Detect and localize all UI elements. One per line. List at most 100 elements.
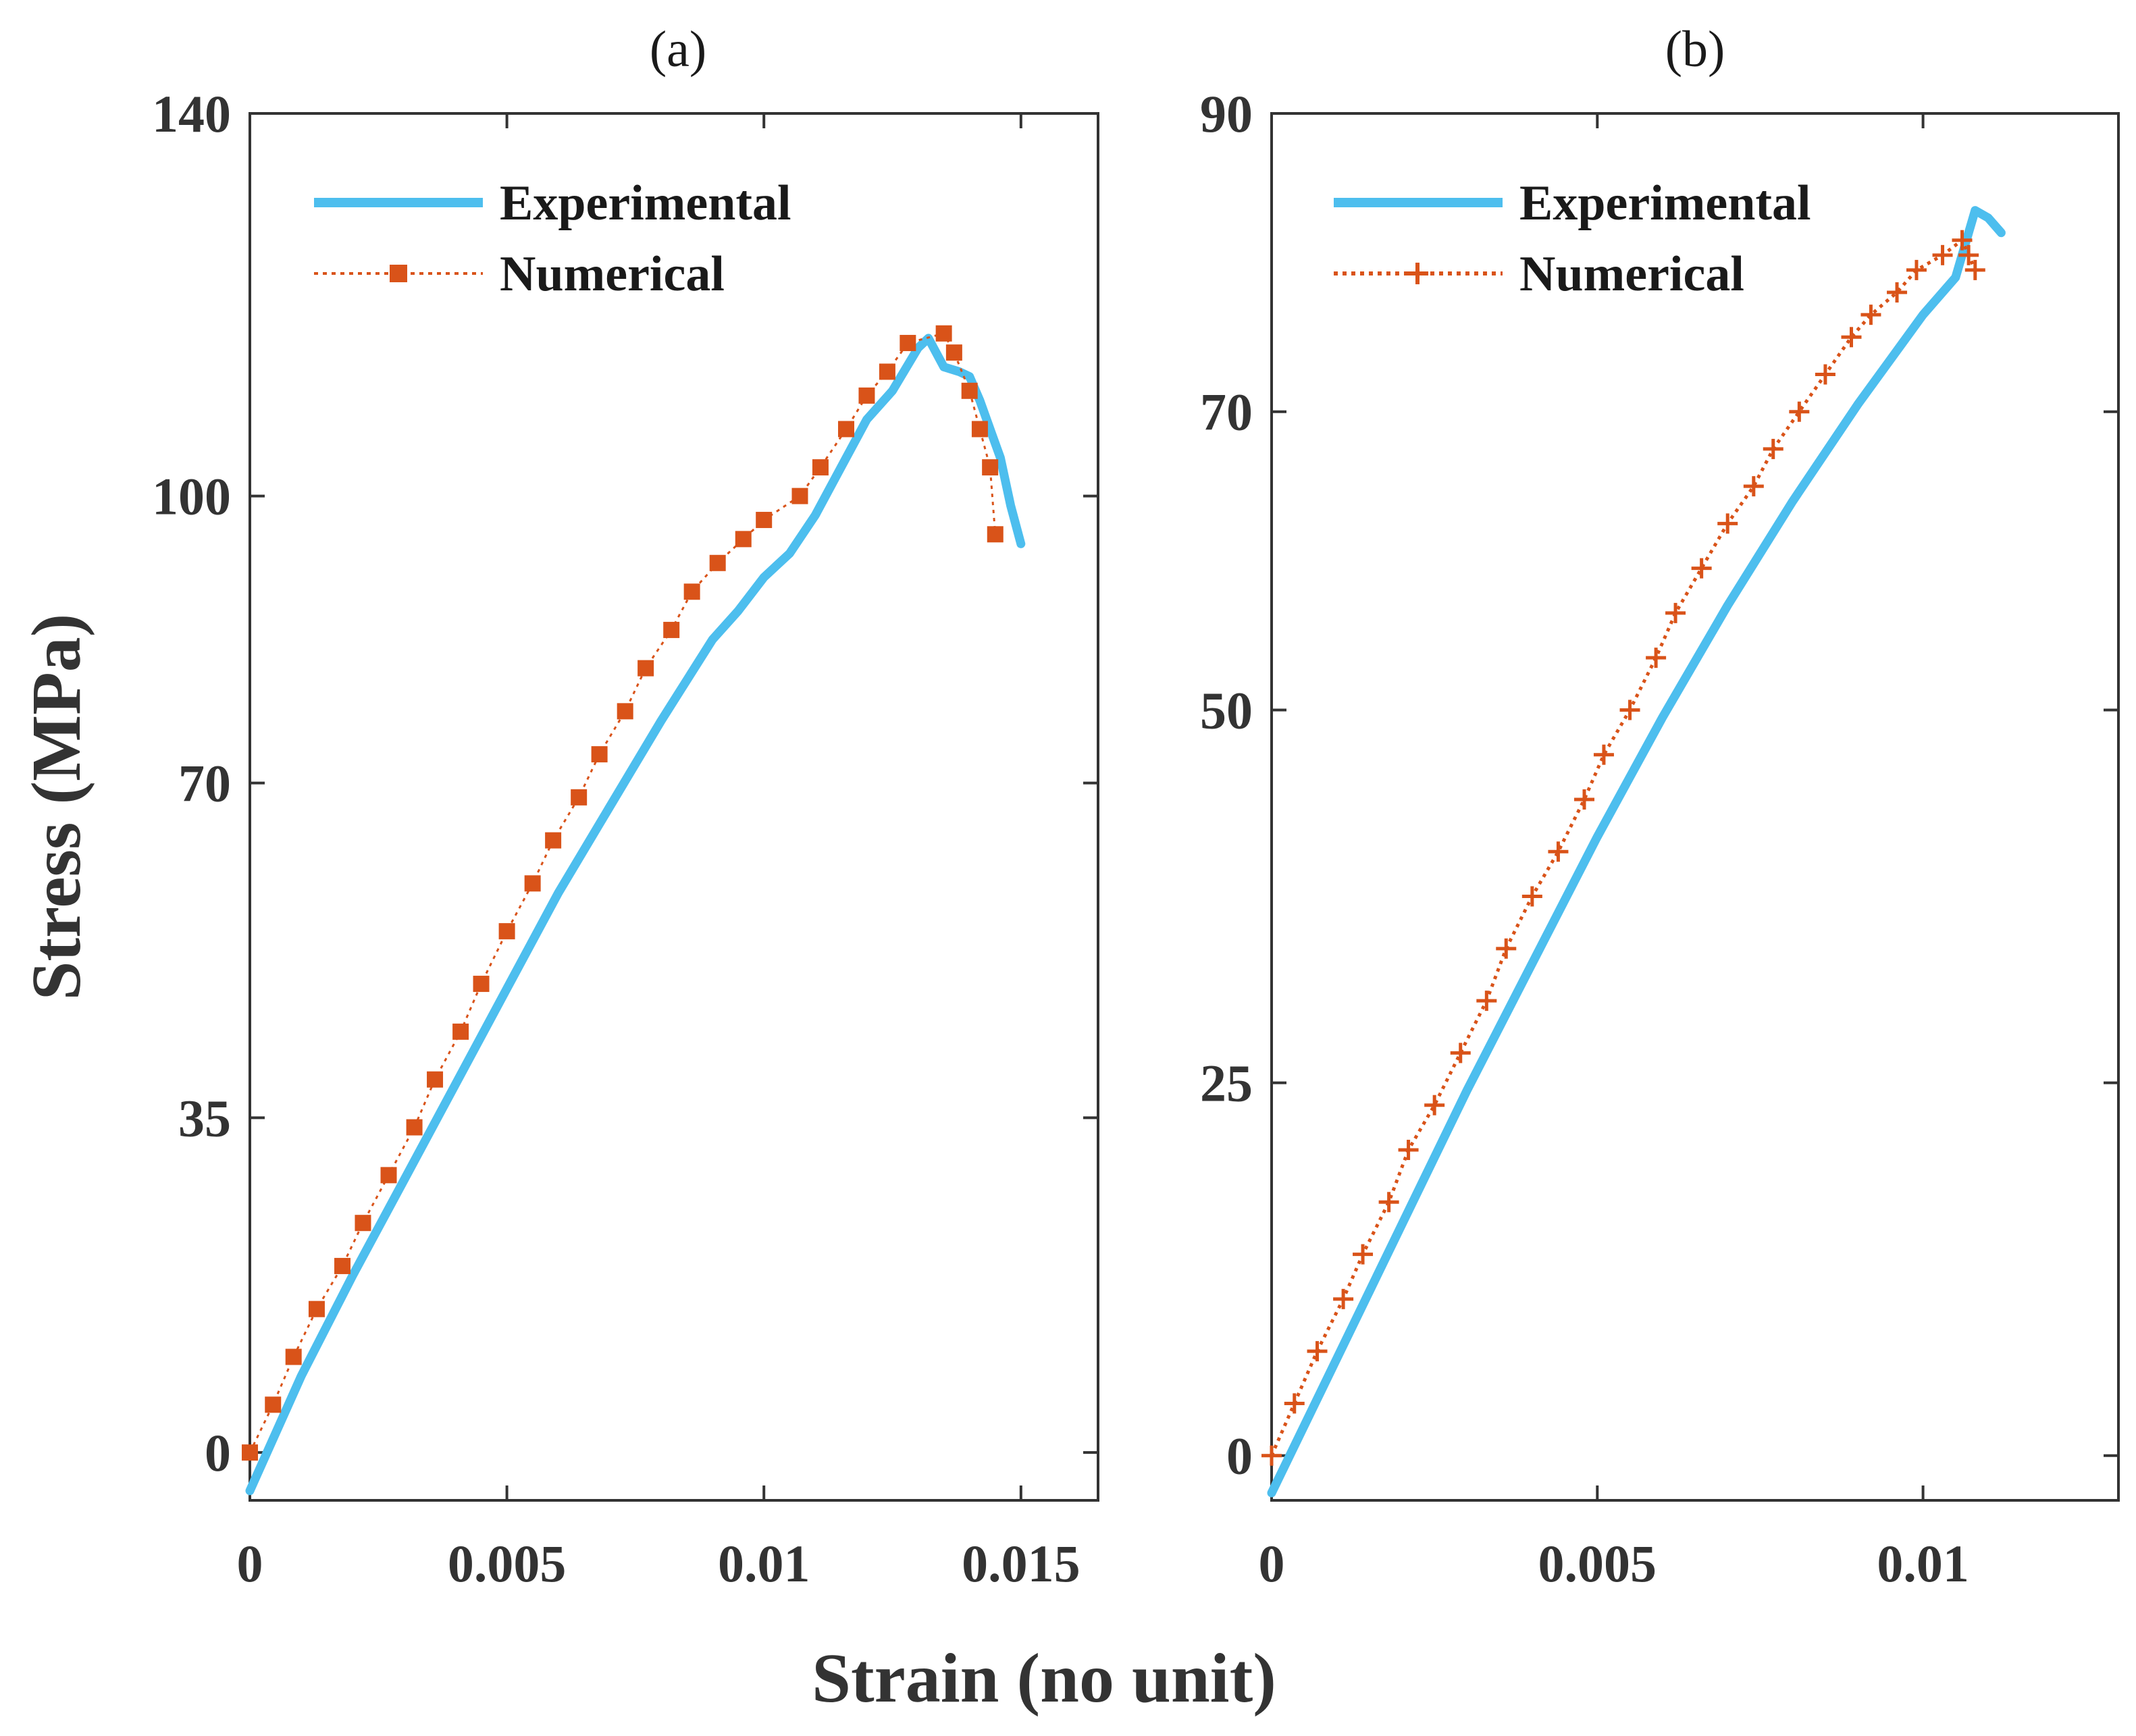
legend-numerical-label: Numerical bbox=[1519, 246, 1744, 302]
numerical-data-point bbox=[1261, 1445, 1282, 1466]
panel-a-ticks: 0 0.005 0.01 0.015 0 35 70 100 140 bbox=[152, 84, 1098, 1593]
numerical-data-point bbox=[285, 1348, 302, 1365]
numerical-data-point bbox=[355, 1215, 371, 1232]
numerical-data-point bbox=[1789, 401, 1810, 422]
numerical-data-point bbox=[265, 1396, 282, 1413]
y-tick-label: 140 bbox=[152, 84, 231, 143]
numerical-data-point bbox=[406, 1119, 423, 1136]
panel-a-legend: Experimental Numerical bbox=[314, 176, 791, 302]
numerical-data-point bbox=[1333, 1288, 1354, 1309]
y-tick-label: 0 bbox=[1226, 1427, 1253, 1485]
legend-numerical-marker bbox=[1407, 263, 1428, 284]
numerical-series-line bbox=[1270, 237, 1977, 1456]
numerical-data-point bbox=[1574, 789, 1595, 810]
numerical-data-point bbox=[591, 746, 608, 763]
y-tick-label: 90 bbox=[1200, 84, 1253, 143]
numerical-data-point bbox=[1353, 1244, 1374, 1265]
numerical-data-point bbox=[1646, 648, 1667, 668]
numerical-data-point bbox=[1958, 244, 1979, 265]
numerical-data-point bbox=[452, 1023, 469, 1040]
numerical-data-point bbox=[1841, 327, 1862, 348]
numerical-data-point bbox=[1476, 991, 1497, 1011]
panel-a: (a) 0 0.005 0.01 0.015 0 35 70 100 140 Experimen… bbox=[152, 21, 1099, 1593]
numerical-data-point bbox=[1593, 744, 1614, 765]
numerical-data-point bbox=[380, 1167, 397, 1184]
numerical-data-point bbox=[1548, 841, 1569, 862]
legend-experimental-label: Experimental bbox=[500, 176, 791, 231]
y-tick-label: 100 bbox=[152, 467, 231, 526]
numerical-data-point bbox=[1952, 230, 1973, 251]
numerical-data-point bbox=[1284, 1393, 1305, 1414]
numerical-data-point bbox=[935, 325, 952, 342]
experimental-series-line bbox=[1267, 206, 2006, 1498]
numerical-data-point bbox=[1932, 244, 1953, 265]
panel-b-legend: Experimental Numerical bbox=[1334, 176, 1811, 302]
panel-b-plot-frame bbox=[1270, 112, 2120, 1502]
numerical-data-point bbox=[571, 789, 588, 806]
numerical-data-point bbox=[1717, 513, 1738, 534]
numerical-data-point bbox=[791, 488, 808, 504]
numerical-data-point bbox=[473, 976, 490, 993]
numerical-data-point bbox=[709, 554, 726, 571]
y-tick-label: 70 bbox=[1200, 383, 1253, 442]
numerical-data-point bbox=[1307, 1341, 1328, 1362]
x-tick-label: 0 bbox=[237, 1534, 263, 1593]
numerical-data-point bbox=[1815, 364, 1835, 385]
panel-a-plot-frame bbox=[249, 112, 1099, 1502]
numerical-data-point bbox=[334, 1257, 351, 1274]
numerical-data-point bbox=[1743, 476, 1764, 497]
legend-experimental-label: Experimental bbox=[1519, 176, 1811, 231]
x-tick-label: 0 bbox=[1259, 1534, 1285, 1593]
numerical-data-point bbox=[961, 382, 978, 399]
x-tick-label: 0.005 bbox=[1538, 1534, 1657, 1593]
numerical-data-point bbox=[1887, 282, 1908, 303]
y-tick-label: 35 bbox=[178, 1088, 231, 1147]
numerical-data-point bbox=[987, 526, 1004, 543]
numerical-data-point bbox=[663, 621, 680, 638]
numerical-data-point bbox=[617, 703, 633, 720]
x-tick-label: 0.01 bbox=[1877, 1534, 1969, 1593]
numerical-data-point bbox=[1521, 886, 1542, 907]
numerical-data-point bbox=[858, 387, 875, 404]
x-tick-label: 0.01 bbox=[718, 1534, 810, 1593]
panel-b-series bbox=[1261, 206, 2006, 1498]
y-tick-label: 25 bbox=[1200, 1054, 1253, 1113]
x-tick-label: 0.005 bbox=[448, 1534, 567, 1593]
panel-b-ticks: 0 0.005 0.01 0 25 50 70 90 bbox=[1200, 84, 2118, 1593]
numerical-data-point bbox=[498, 923, 515, 940]
numerical-data-point bbox=[637, 660, 654, 677]
numerical-data-point bbox=[756, 512, 773, 529]
x-axis-title: Strain (no unit) bbox=[812, 1639, 1276, 1717]
panel-a-series bbox=[242, 325, 1026, 1496]
numerical-data-point bbox=[1860, 305, 1881, 325]
numerical-data-point bbox=[1496, 938, 1517, 959]
numerical-data-point bbox=[735, 531, 752, 548]
numerical-data-point bbox=[524, 875, 541, 892]
numerical-data-point bbox=[683, 583, 700, 600]
numerical-data-point bbox=[242, 1444, 258, 1461]
numerical-data-point bbox=[545, 832, 562, 849]
numerical-data-point bbox=[1450, 1043, 1471, 1063]
numerical-data-point bbox=[308, 1300, 325, 1317]
numerical-data-point bbox=[427, 1071, 444, 1088]
numerical-data-point bbox=[1398, 1139, 1419, 1160]
numerical-series-line bbox=[249, 332, 997, 1453]
numerical-data-point bbox=[1691, 558, 1712, 579]
numerical-data-point bbox=[945, 344, 962, 361]
numerical-data-point bbox=[900, 334, 916, 351]
numerical-data-point bbox=[982, 459, 999, 476]
numerical-data-point bbox=[812, 459, 829, 476]
panel-b: (b) 0 0.005 0.01 0 25 50 70 90 Experimental Num… bbox=[1200, 21, 2120, 1593]
numerical-data-point bbox=[971, 421, 988, 438]
numerical-data-point bbox=[1906, 259, 1927, 280]
numerical-data-point bbox=[879, 363, 895, 380]
y-axis-title: Stress (MPa) bbox=[18, 614, 95, 1001]
legend-numerical-label: Numerical bbox=[500, 246, 725, 302]
legend-numerical-marker bbox=[390, 265, 407, 282]
numerical-data-point bbox=[838, 421, 855, 438]
y-tick-label: 50 bbox=[1200, 681, 1253, 739]
numerical-data-point bbox=[1424, 1095, 1445, 1115]
numerical-data-point bbox=[1665, 602, 1686, 623]
panel-b-title: (b) bbox=[1665, 21, 1725, 78]
